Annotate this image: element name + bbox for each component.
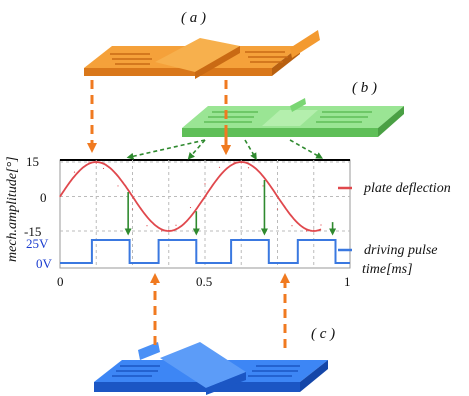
- plate-point-12: [204, 183, 206, 185]
- y-axis-label: mech.amplitude[°]: [5, 156, 20, 262]
- deflection-chart: 15 0 -15 25V 0V 0 0.5 1 mech.amplitude[°…: [5, 154, 451, 289]
- plate-point-6: [131, 208, 134, 210]
- plate-point-3: [95, 162, 97, 164]
- plate-point-18: [276, 208, 279, 210]
- y-tick-minus15: -15: [24, 224, 41, 239]
- plate-point-13: [218, 166, 221, 168]
- plate-point-8: [160, 230, 163, 232]
- plate-point-15: [240, 162, 242, 164]
- plate-point-19: [291, 225, 293, 227]
- series-driving-pulse: [60, 239, 350, 264]
- plate-point-14: [233, 161, 235, 163]
- voltage-tick-25v: 25V: [26, 236, 49, 251]
- series-plate-deflection: [59, 161, 322, 232]
- mems-device-b: [182, 98, 404, 137]
- x-axis-label: time[ms]: [362, 262, 413, 277]
- plate-point-5: [117, 185, 119, 187]
- plate-point-16: [247, 167, 250, 169]
- plate-point-11: [189, 206, 192, 209]
- panel-label-b: ( b ): [352, 80, 377, 96]
- green-arrow-1: [126, 139, 206, 160]
- grid-lines: [60, 160, 350, 268]
- orange-arrows: [87, 80, 290, 348]
- panel-label-a: ( a ): [181, 10, 206, 26]
- plate-point-1: [73, 171, 76, 173]
- plate-point-20: [305, 230, 308, 232]
- plate-point-4: [102, 167, 105, 170]
- green-arrow-2: [187, 139, 206, 160]
- y-tick-0: 0: [40, 190, 47, 205]
- voltage-tick-0v: 0V: [36, 256, 53, 271]
- green-arrows: [126, 139, 324, 161]
- green-arrow-3: [244, 139, 257, 161]
- green-arrow-4: [289, 139, 324, 159]
- plate-point-7: [146, 225, 148, 227]
- x-tick-1: 1: [344, 274, 351, 289]
- panel-label-c: ( c ): [311, 326, 335, 342]
- x-tick-05: 0.5: [196, 274, 212, 289]
- mems-device-a: [84, 30, 320, 79]
- plate-point-21: [313, 229, 315, 231]
- legend-plate-deflection: plate deflection: [363, 181, 451, 196]
- plate-point-9: [168, 229, 170, 231]
- mems-device-c: [94, 342, 328, 395]
- plate-point-2: [88, 161, 90, 163]
- plate-point-0: [59, 195, 61, 198]
- plate-point-10: [175, 224, 177, 226]
- plate-point-17: [262, 185, 264, 187]
- plate-point-22: [320, 224, 322, 226]
- x-tick-0: 0: [57, 274, 64, 289]
- y-tick-15: 15: [26, 154, 39, 169]
- legend-driving-pulse: driving pulse: [364, 243, 438, 258]
